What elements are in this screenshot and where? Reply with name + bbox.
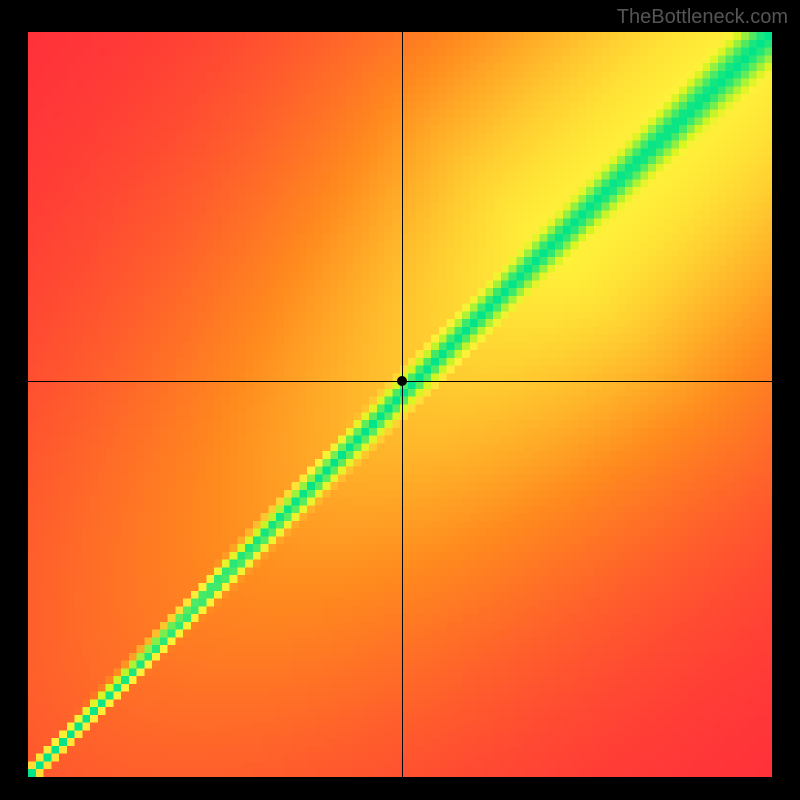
chart-area <box>28 32 772 777</box>
heatmap-canvas <box>28 32 772 777</box>
crosshair-marker <box>397 376 407 386</box>
watermark-text: TheBottleneck.com <box>617 6 788 29</box>
crosshair-vertical <box>402 32 403 777</box>
